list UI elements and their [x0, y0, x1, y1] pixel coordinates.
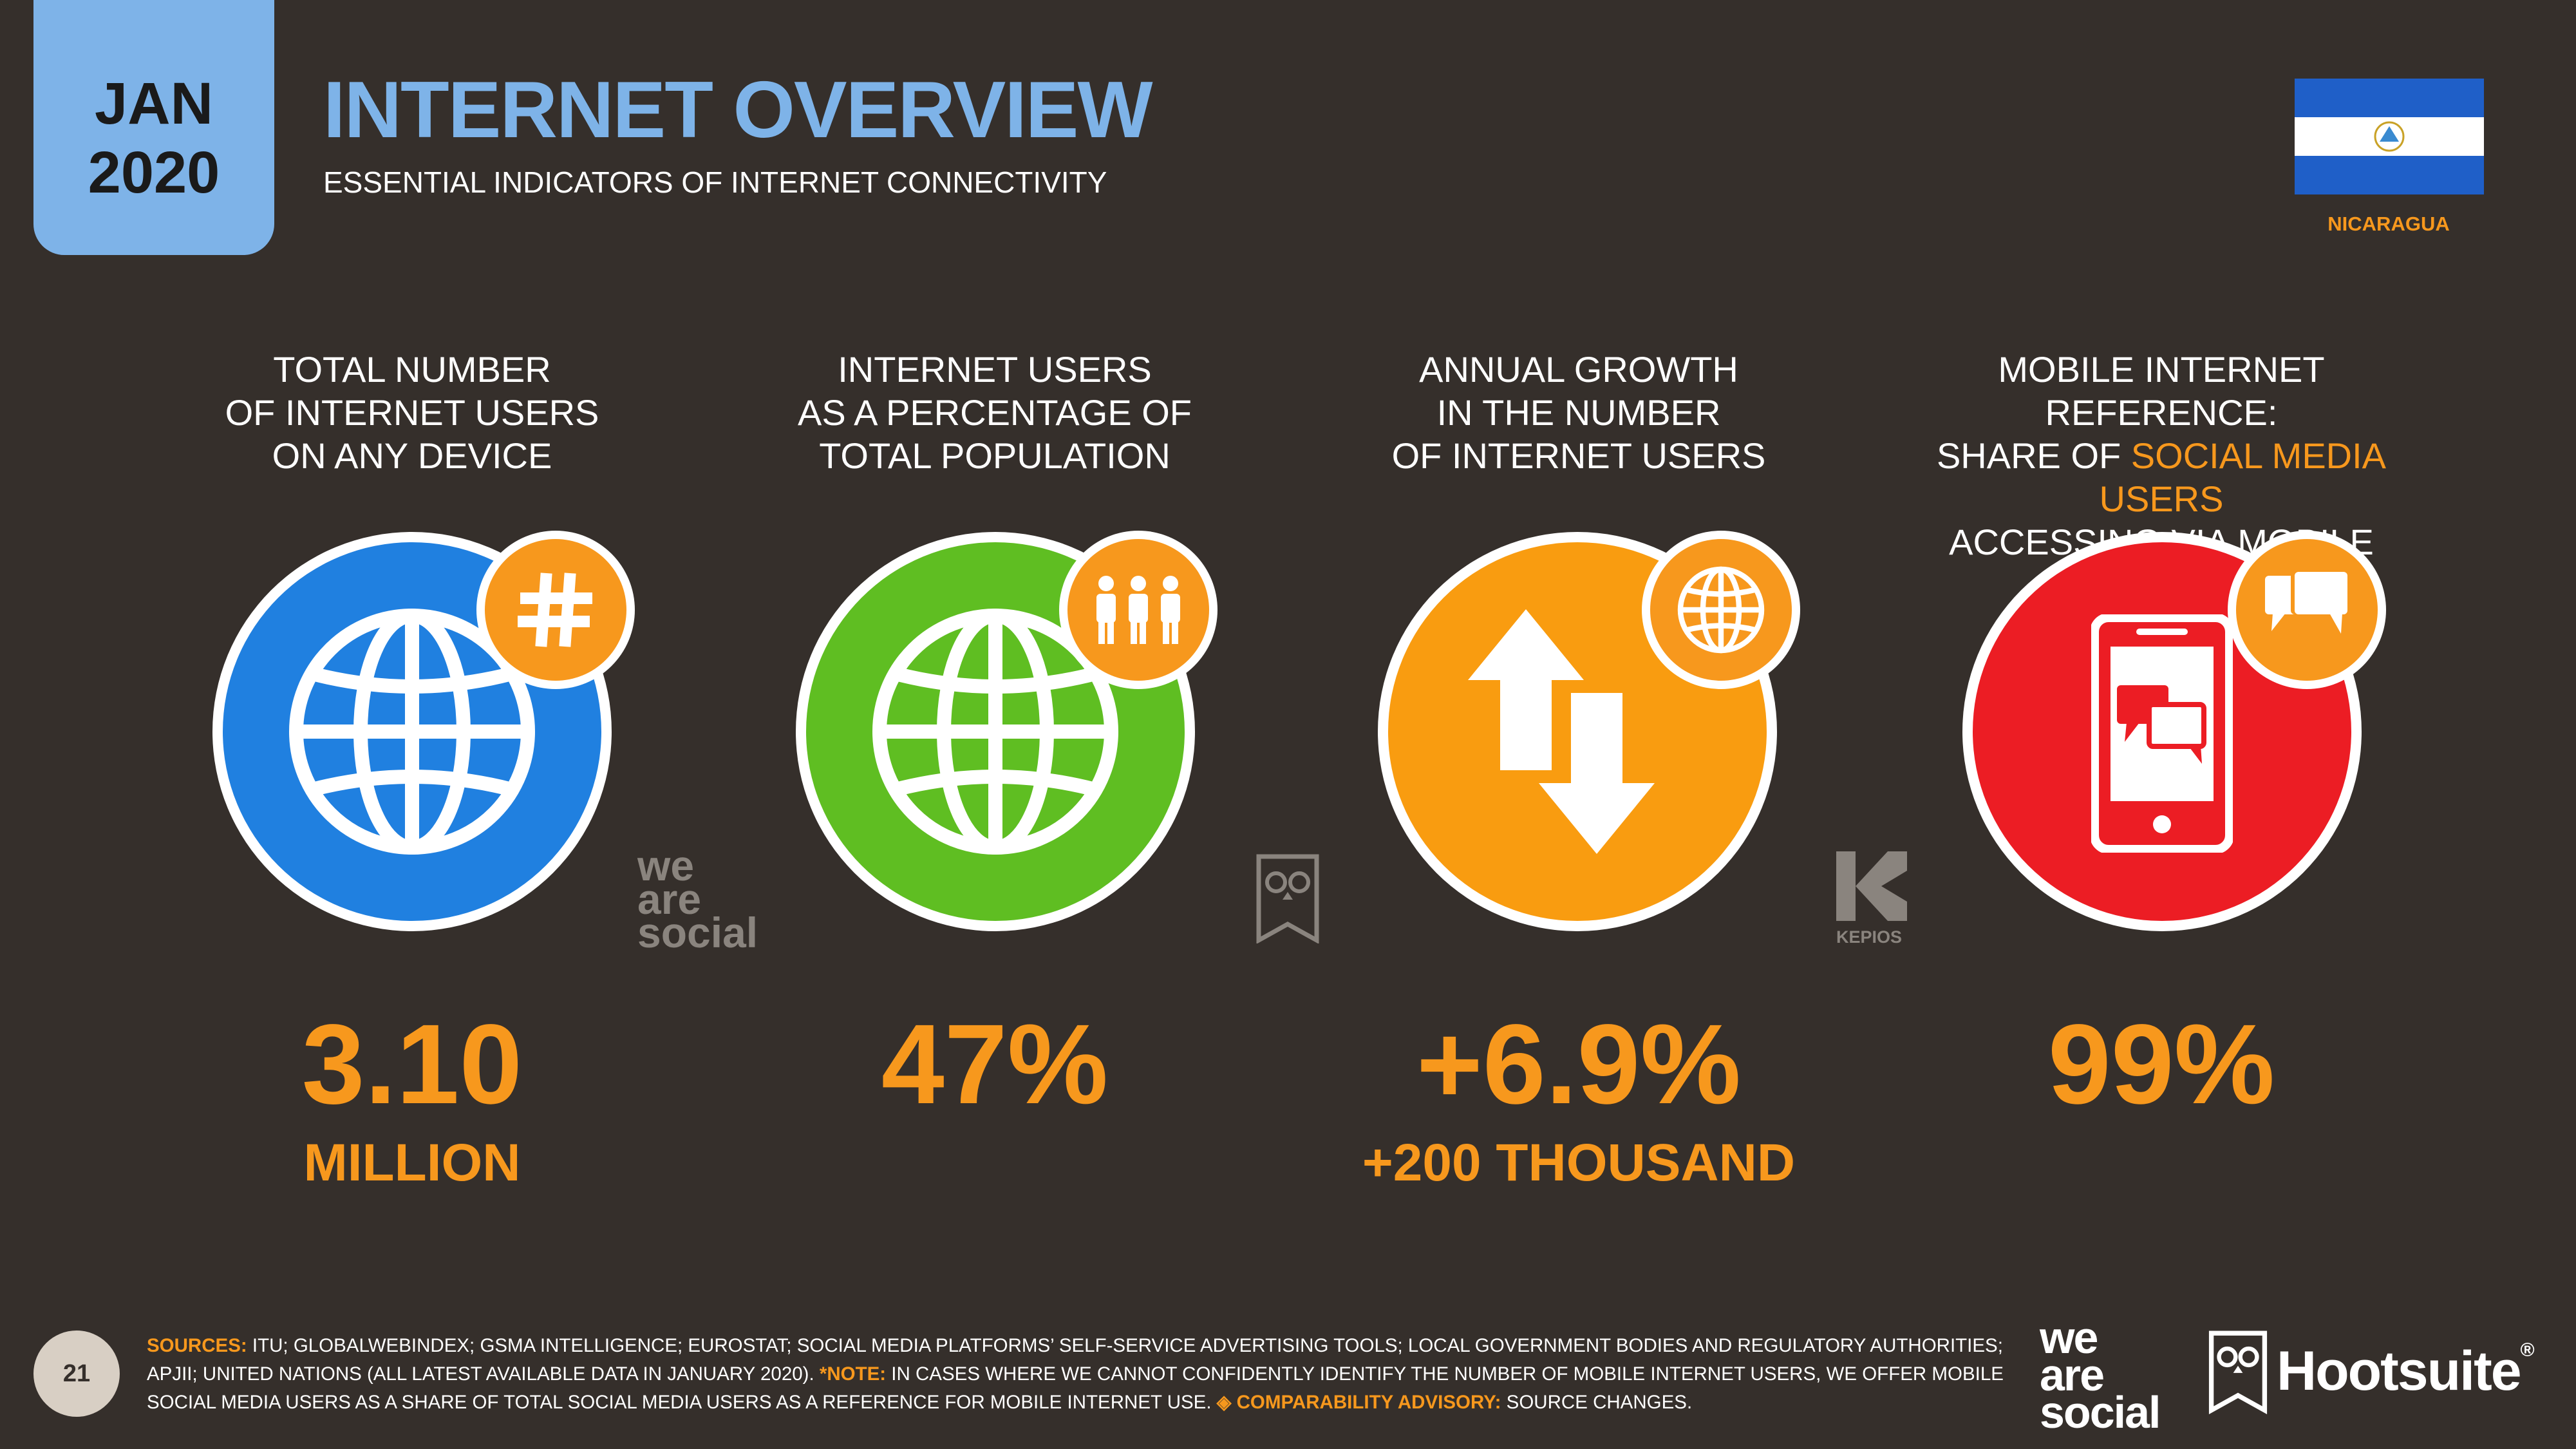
page-subtitle: ESSENTIAL INDICATORS OF INTERNET CONNECT…	[323, 166, 1107, 199]
date-month: JAN	[94, 71, 214, 137]
page-title: INTERNET OVERVIEW	[323, 66, 1153, 155]
owl-watermark-icon	[1256, 854, 1319, 943]
indicator-2-value: 47%	[881, 1001, 1109, 1128]
country-label: NICARAGUA	[2327, 213, 2450, 235]
indicator-1-label: TOTAL NUMBER OF INTERNET USERS ON ANY DE…	[225, 349, 599, 476]
date-badge: JAN 2020	[33, 0, 274, 255]
globe-icon	[872, 609, 1118, 855]
date-year: 2020	[88, 140, 220, 205]
indicator-2-circle	[796, 532, 1195, 931]
sources-footnote: SOURCES: ITU; GLOBALWEBINDEX; GSMA INTEL…	[147, 1335, 2004, 1413]
indicator-1-badge	[476, 531, 635, 689]
globe-icon	[1677, 566, 1765, 654]
we-are-social-watermark: we are social	[637, 842, 758, 956]
indicator-4-value: 99%	[2047, 1001, 2275, 1128]
indicator-3-unit: +200 THOUSAND	[1362, 1133, 1796, 1192]
mobile-phone-chat-icon	[2091, 614, 2233, 853]
kepios-watermark-label: KEPIOS	[1836, 927, 1903, 947]
hootsuite-logo-text: Hootsuite®	[2277, 1340, 2535, 1402]
indicator-3-label: ANNUAL GROWTH IN THE NUMBER OF INTERNET …	[1391, 349, 1766, 476]
page-number: 21	[33, 1331, 120, 1417]
indicator-1-value: 3.10	[301, 1001, 523, 1128]
up-down-arrows-icon	[1468, 609, 1655, 854]
globe-icon	[289, 609, 535, 855]
indicator-3-value: +6.9%	[1416, 1001, 1741, 1128]
hash-icon	[518, 573, 592, 647]
nicaragua-flag-icon	[2295, 79, 2484, 194]
indicator-2-label: INTERNET USERS AS A PERCENTAGE OF TOTAL …	[797, 349, 1192, 476]
indicator-2-badge	[1059, 531, 1217, 689]
we-are-social-logo: we are social	[2040, 1312, 2161, 1437]
people-icon	[1096, 576, 1180, 644]
indicator-1-unit: MILLION	[303, 1133, 521, 1192]
chat-bubbles-icon	[2265, 569, 2347, 634]
kepios-logo-icon	[1836, 851, 1907, 921]
indicator-3-badge	[1642, 531, 1800, 689]
indicator-4-badge	[2228, 531, 2386, 689]
hootsuite-owl-icon	[2208, 1331, 2268, 1414]
indicator-1-circle	[212, 532, 612, 931]
